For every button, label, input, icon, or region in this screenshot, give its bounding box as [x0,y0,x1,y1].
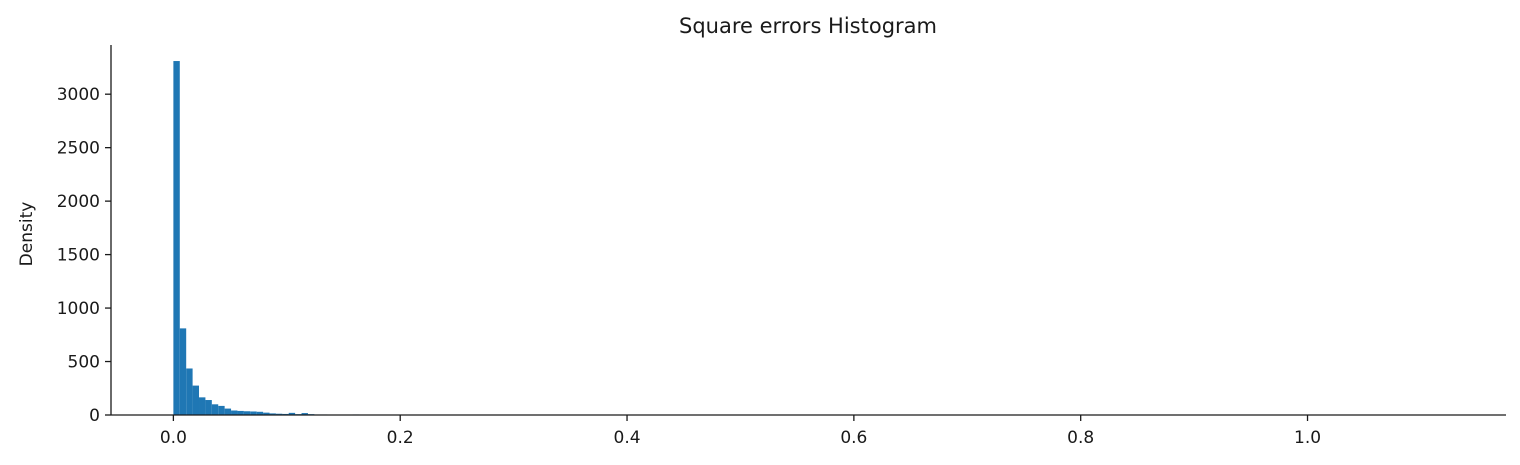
histogram-bar [224,408,232,415]
y-tick-label: 3000 [57,85,100,105]
bars-group [173,61,1455,415]
y-tick-label: 1500 [57,246,100,266]
histogram-bar [211,404,219,415]
histogram-bar [237,410,244,415]
x-tick-label: 0.8 [1067,428,1094,448]
histogram-bar [173,61,180,415]
y-axis-label: Density [17,202,37,267]
histogram-bar [218,405,225,415]
y-tick-label: 0 [89,406,100,426]
histogram-bar [269,413,276,415]
histogram-bar [205,400,212,415]
x-tick-label: 0.2 [387,428,414,448]
histogram-bar [250,411,257,415]
y-tick-label: 2000 [57,192,100,212]
histogram-bar [192,385,200,415]
y-tick-label: 500 [68,353,100,373]
x-tick-label: 0.0 [160,428,187,448]
histogram-bar [186,368,193,415]
y-tick-label: 1000 [57,299,100,319]
x-axis-ticks: 0.0 0.2 0.4 0.6 0.8 1.0 [160,415,1321,448]
y-tick-label: 2500 [57,139,100,159]
y-axis-ticks: 0 500 1000 1500 2000 2500 3000 [57,85,111,426]
histogram-bar [243,411,251,415]
x-tick-label: 0.4 [614,428,641,448]
histogram-bar [263,412,270,415]
x-tick-label: 0.6 [840,428,867,448]
histogram-bar [199,397,206,415]
histogram-bar [231,410,238,415]
histogram-bar [301,413,308,415]
x-tick-label: 1.0 [1294,428,1321,448]
histogram-bar [256,411,264,415]
histogram-bar [179,328,187,415]
histogram-bar [288,412,296,415]
chart-title: Square errors Histogram [679,14,937,38]
